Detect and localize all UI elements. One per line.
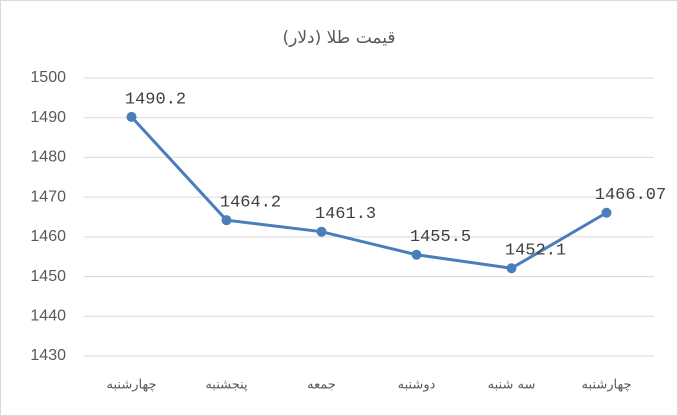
- y-tick-label: 1450: [30, 268, 66, 285]
- x-tick-label: چهارشنبه: [107, 378, 157, 393]
- data-point: [221, 215, 232, 226]
- chart-title: قیمت طلا (دلار): [283, 28, 396, 48]
- data-point: [506, 263, 517, 274]
- y-tick-label: 1430: [30, 347, 66, 364]
- data-point: [316, 226, 327, 237]
- x-tick-label: سه شنبه: [488, 378, 536, 393]
- data-label: 1464.2: [220, 194, 281, 213]
- y-tick-label: 1470: [30, 188, 66, 205]
- y-tick-label: 1500: [30, 69, 66, 86]
- data-point: [411, 249, 422, 260]
- data-point: [601, 207, 612, 218]
- data-label: 1452.1: [505, 242, 566, 261]
- y-tick-label: 1490: [30, 109, 66, 126]
- data-label: 1490.2: [125, 90, 186, 109]
- data-point: [126, 111, 137, 122]
- x-tick-label: پنجشنبه: [205, 378, 248, 393]
- y-tick-label: 1480: [30, 149, 66, 166]
- y-tick-label: 1460: [30, 228, 66, 245]
- x-tick-label: جمعه: [307, 378, 336, 393]
- data-label: 1466.07: [595, 186, 666, 205]
- x-tick-label: دوشنبه: [398, 378, 436, 393]
- x-tick-label: چهارشنبه: [582, 378, 632, 393]
- y-tick-label: 1440: [30, 308, 66, 325]
- data-label: 1455.5: [410, 228, 471, 247]
- line-series: [130, 115, 608, 270]
- data-label: 1461.3: [315, 205, 376, 224]
